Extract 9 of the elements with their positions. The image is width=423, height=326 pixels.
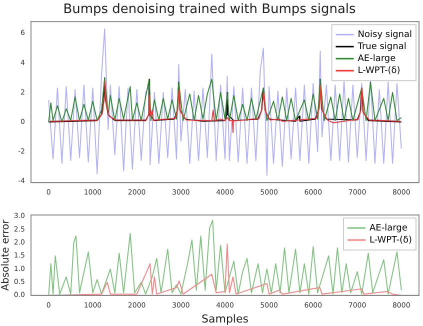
legend-label: L-WPT-(δ) xyxy=(358,66,400,76)
chart-title: Bumps denoising trained with Bumps signals xyxy=(63,2,356,18)
legend-label: L-WPT-(δ) xyxy=(369,235,412,246)
legend-label: AE-large xyxy=(369,223,408,234)
legend-label: True signal xyxy=(356,42,406,52)
legend-label: Noisy signal xyxy=(358,30,412,40)
y-axis-title: Absolute error xyxy=(0,218,12,291)
legend-label: AE-large xyxy=(358,54,396,64)
x-axis-title: Samples xyxy=(202,312,249,326)
